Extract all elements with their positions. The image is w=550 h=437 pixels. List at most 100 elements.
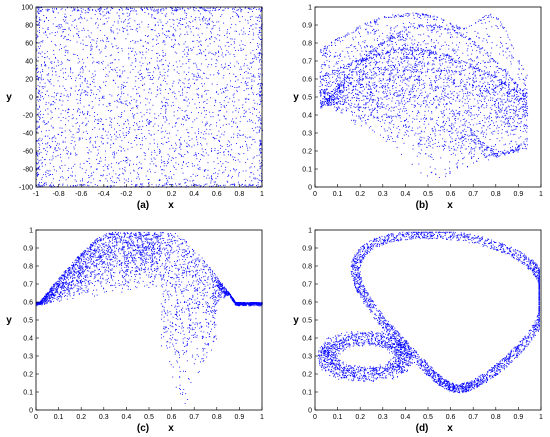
scatter-point — [353, 85, 355, 87]
scatter-point — [165, 102, 167, 103]
scatter-point — [64, 36, 66, 37]
scatter-point — [86, 86, 88, 88]
scatter-point — [37, 77, 39, 79]
scatter-point — [244, 82, 246, 84]
scatter-point — [112, 181, 114, 183]
scatter-point — [253, 177, 255, 179]
scatter-point — [401, 90, 403, 92]
scatter-point — [325, 52, 327, 54]
scatter-point — [135, 66, 136, 68]
scatter-point — [219, 152, 221, 154]
scatter-point — [216, 125, 218, 127]
scatter-point — [403, 70, 405, 71]
scatter-point — [209, 17, 211, 19]
scatter-point — [175, 30, 177, 32]
scatter-point — [348, 103, 350, 105]
scatter-point — [134, 8, 135, 10]
scatter-point — [448, 97, 450, 99]
scatter-point — [479, 99, 481, 101]
scatter-point — [511, 57, 513, 59]
scatter-point — [149, 88, 151, 90]
scatter-point — [102, 95, 104, 97]
scatter-point — [206, 23, 208, 25]
scatter-point — [92, 144, 94, 146]
scatter-point — [382, 78, 384, 80]
scatter-point — [36, 128, 38, 130]
scatter-point — [202, 9, 204, 11]
scatter-point — [107, 110, 109, 111]
scatter-point — [60, 120, 62, 122]
scatter-point — [324, 97, 326, 99]
scatter-point — [190, 21, 191, 23]
scatter-point — [128, 57, 130, 58]
scatter-point — [512, 122, 514, 124]
scatter-point — [377, 40, 379, 41]
scatter-point — [396, 37, 398, 38]
scatter-point — [234, 11, 236, 13]
scatter-point — [62, 109, 64, 111]
scatter-point — [398, 132, 400, 134]
scatter-point — [227, 176, 229, 177]
scatter-point — [405, 44, 406, 46]
scatter-point — [253, 74, 254, 76]
scatter-point — [235, 117, 237, 119]
scatter-point — [231, 120, 233, 122]
scatter-point — [242, 104, 244, 106]
scatter-point — [168, 162, 170, 164]
scatter-point — [172, 33, 174, 35]
scatter-point — [238, 86, 240, 88]
scatter-point — [42, 142, 44, 144]
scatter-point — [406, 33, 408, 35]
scatter-point — [524, 104, 526, 105]
scatter-point — [517, 95, 519, 97]
scatter-point — [192, 184, 194, 186]
scatter-point — [469, 58, 471, 60]
scatter-point — [172, 147, 174, 149]
scatter-point — [324, 89, 326, 91]
scatter-point — [223, 151, 225, 153]
scatter-point — [155, 17, 157, 19]
scatter-point — [459, 111, 461, 112]
scatter-point — [111, 8, 113, 10]
scatter-point — [521, 107, 523, 108]
scatter-point — [334, 74, 336, 76]
scatter-point — [418, 76, 420, 77]
scatter-point — [220, 46, 221, 48]
scatter-point — [522, 105, 524, 107]
scatter-point — [106, 73, 108, 75]
scatter-point — [416, 64, 418, 66]
scatter-point — [38, 13, 40, 15]
scatter-point — [110, 124, 112, 126]
scatter-point — [100, 7, 101, 8]
scatter-point — [74, 19, 76, 21]
scatter-point — [401, 101, 403, 103]
scatter-point — [241, 183, 243, 185]
x-tick-label: 0.6 — [212, 191, 222, 198]
scatter-point — [375, 31, 376, 32]
scatter-point — [249, 9, 251, 11]
scatter-point — [198, 161, 200, 162]
scatter-point — [157, 21, 159, 23]
scatter-point — [139, 126, 141, 128]
scatter-point — [150, 134, 152, 136]
scatter-point — [88, 177, 90, 179]
scatter-point — [148, 133, 150, 135]
scatter-point — [259, 126, 261, 128]
scatter-point — [45, 34, 47, 36]
scatter-point — [67, 50, 69, 52]
scatter-point — [92, 81, 93, 83]
x-axis-title: x — [168, 200, 174, 211]
scatter-point — [62, 68, 64, 70]
scatter-point — [127, 158, 129, 160]
scatter-point — [113, 151, 115, 153]
scatter-point — [129, 163, 131, 165]
scatter-point — [254, 177, 256, 179]
scatter-point — [327, 74, 329, 76]
scatter-point — [223, 74, 225, 76]
scatter-point — [38, 10, 40, 12]
scatter-point — [81, 11, 83, 13]
scatter-point — [259, 145, 260, 147]
scatter-point — [180, 143, 182, 145]
scatter-point — [152, 38, 154, 40]
scatter-point — [103, 95, 105, 97]
